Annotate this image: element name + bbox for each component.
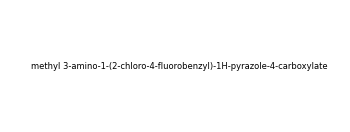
Text: methyl 3-amino-1-(2-chloro-4-fluorobenzyl)-1H-pyrazole-4-carboxylate: methyl 3-amino-1-(2-chloro-4-fluorobenzy…	[31, 62, 328, 71]
